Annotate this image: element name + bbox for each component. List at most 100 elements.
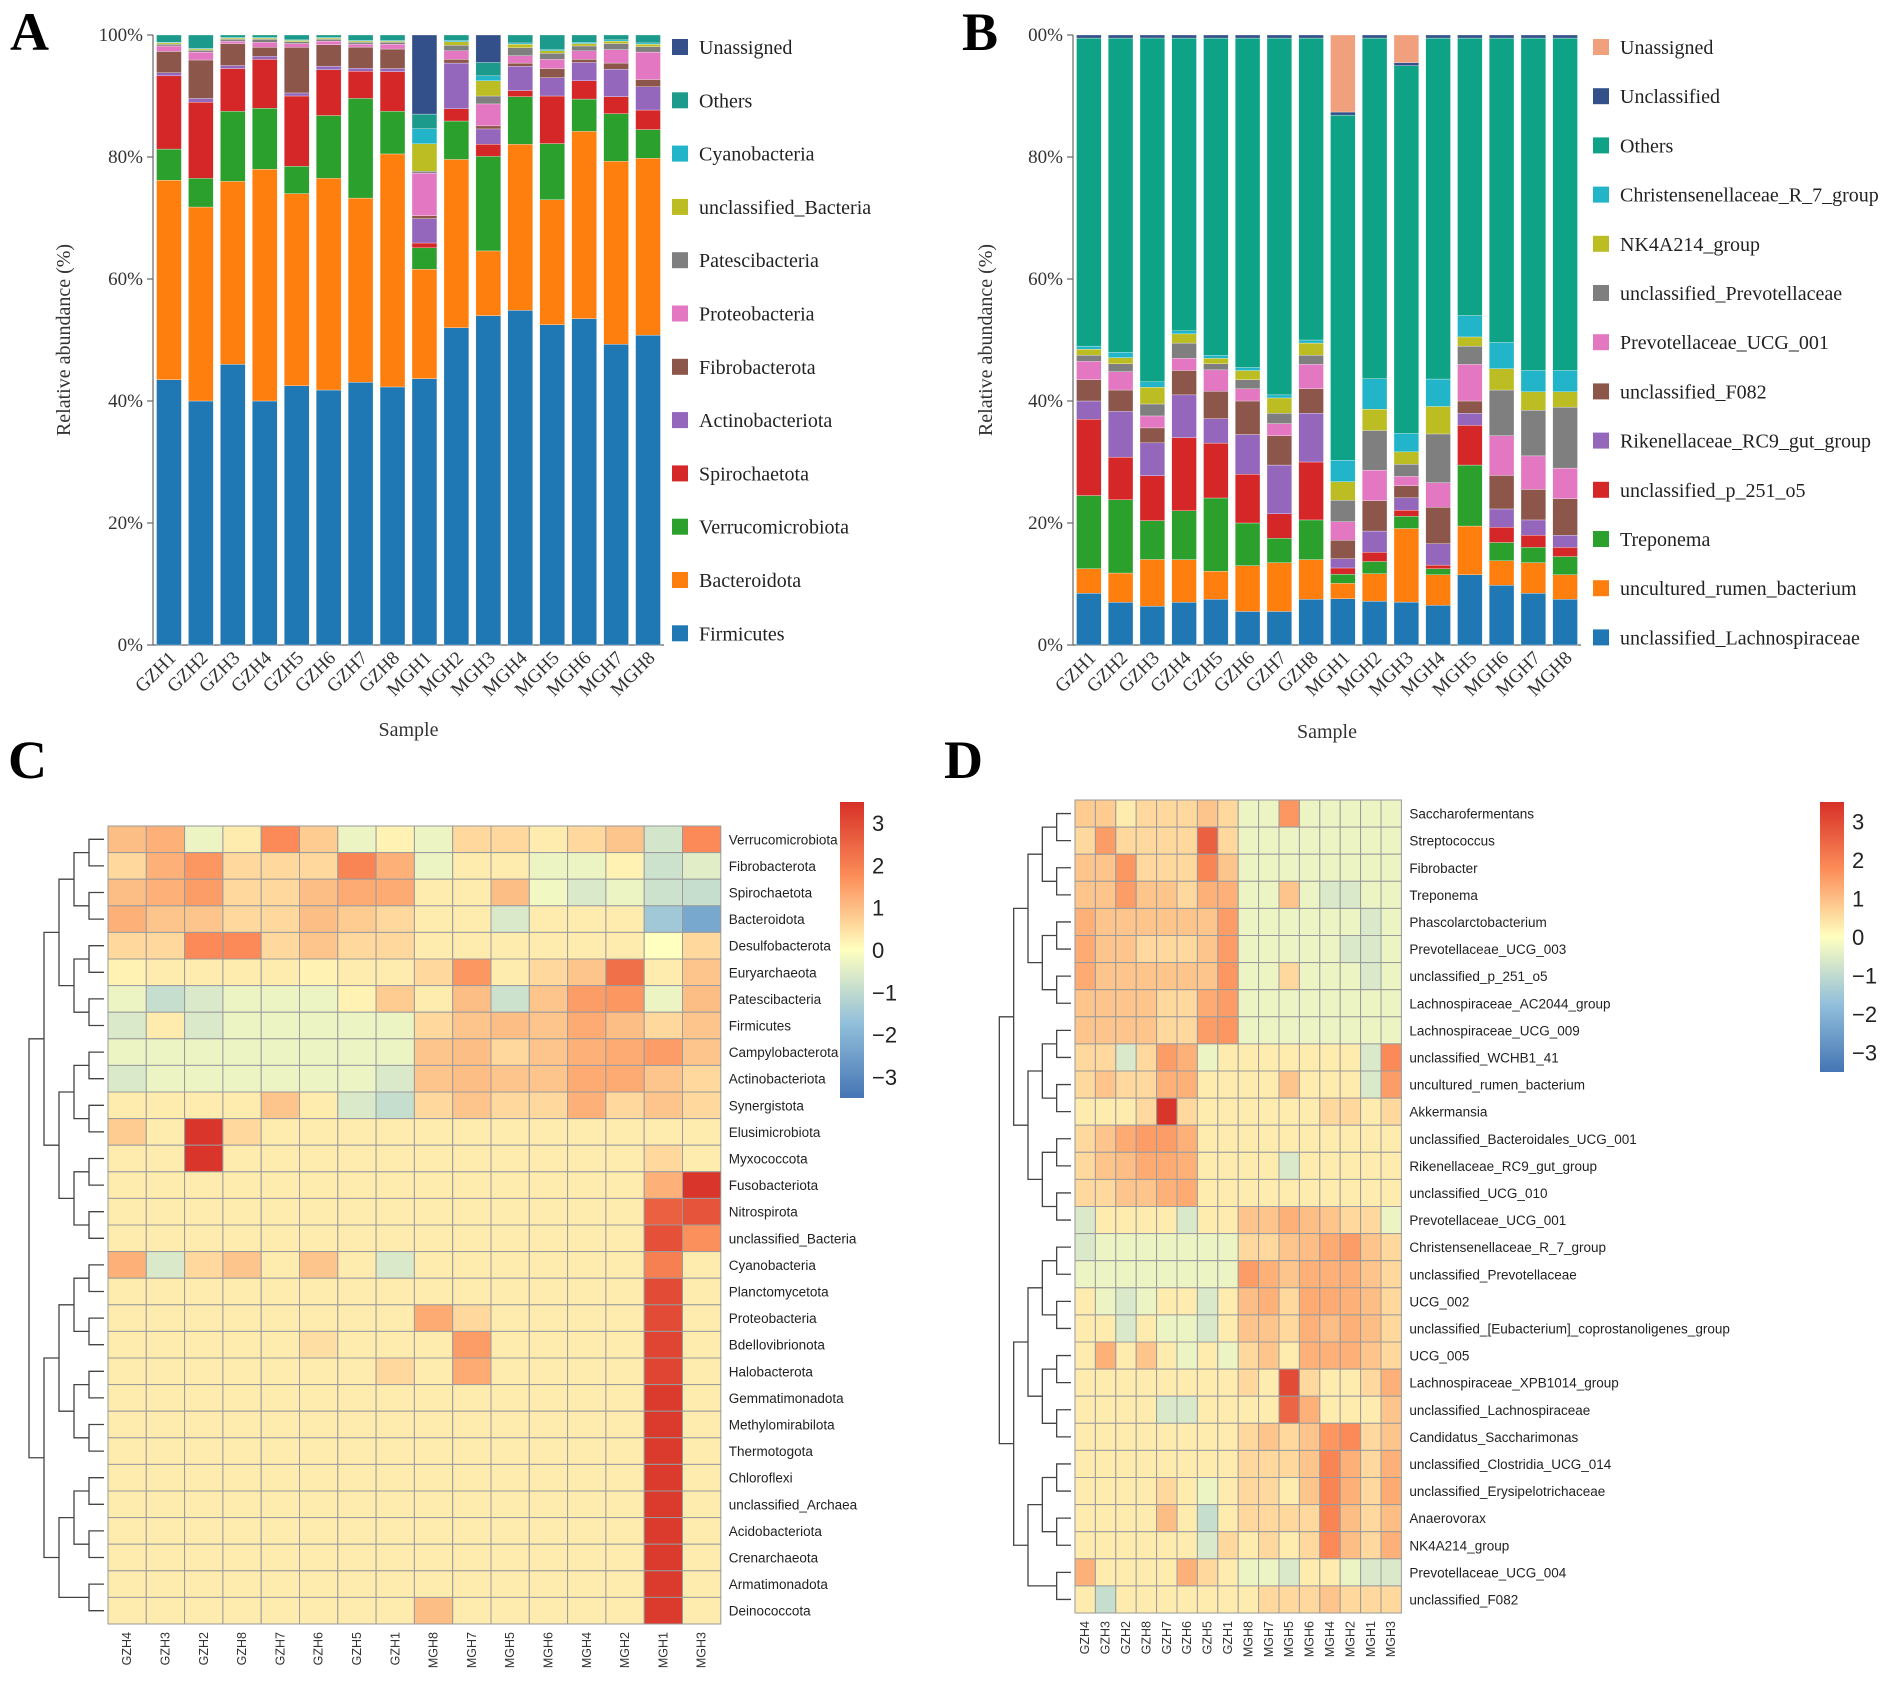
heat-cell-fusobacteriota-mgh4	[567, 1171, 607, 1199]
heat-cell-rikenellaceae-rc9-gut-group-mgh2	[1339, 1151, 1362, 1180]
bar-unclassified-prevotellaceae-mgh6	[1489, 389, 1515, 436]
heat-cell-unclassified-clostridia-ucg-014-gzh1	[1217, 1449, 1239, 1479]
heat-cell-nitrospirota-mgh2	[605, 1197, 645, 1226]
heat-cell-firmicutes-gzh2	[184, 1011, 224, 1040]
heat-cell-treponema-gzh3	[1094, 880, 1117, 909]
heat-cell-gemmatimonadota-gzh8	[222, 1384, 262, 1412]
heat-cell-uncultured-rumen-bacterium-mgh5	[1278, 1070, 1300, 1099]
heat-cell-firmicutes-gzh7	[260, 1011, 301, 1040]
heat-row-label: unclassified_Erysipelotrichaceae	[1409, 1484, 1605, 1499]
bar-christensenellaceae-r-7-group-mgh8	[1552, 370, 1578, 393]
bar-treponema-gzh5	[1203, 497, 1229, 572]
heat-row-label: Euryarchaeota	[729, 965, 817, 980]
heat-cell-phascolarctobacterium-mgh2	[1339, 907, 1362, 937]
heat-cell-lachnospiraceae-ucg-009-gzh2	[1115, 1016, 1137, 1045]
bar-unclassified-bacteria-mgh8	[635, 44, 661, 47]
dendrogram-branch	[1027, 1287, 1043, 1397]
heat-cell-campylobacterota-gzh2	[184, 1038, 224, 1066]
heat-cell-saccharofermentans-gzh5	[1196, 799, 1219, 828]
heat-cell-uncultured-rumen-bacterium-gzh5	[1196, 1070, 1219, 1099]
heat-cell-actinobacteriota-mgh6	[528, 1064, 569, 1093]
heat-cell-lachnospiraceae-ac2044-group-gzh2	[1115, 989, 1137, 1018]
heat-cell-thermotogota-gzh8	[222, 1437, 262, 1465]
heat-cell-unclassified-eubacterium-coprostanoligenes-group-gzh7	[1156, 1314, 1178, 1343]
heat-cell-unclassified-eubacterium-coprostanoligenes-group-gzh8	[1135, 1314, 1158, 1343]
heat-cell-bdellovibrionota-mgh5	[490, 1330, 530, 1359]
heat-cell-proteobacteria-gzh5	[337, 1304, 377, 1332]
heat-cell-synergistota-gzh8	[222, 1091, 262, 1120]
heat-cell-unclassified-f082-mgh6	[1298, 1585, 1321, 1614]
bar-rikenellaceae-rc9-gut-group-gzh2	[1108, 411, 1134, 458]
heat-cell-armatimonadota-gzh3	[145, 1570, 186, 1598]
bar-fibrobacterota-gzh3	[220, 43, 246, 66]
heat-cell-unclassified-f082-mgh5	[1278, 1585, 1300, 1614]
heat-cell-nitrospirota-gzh7	[260, 1197, 301, 1226]
heat-cell-unclassified-archaea-gzh1	[375, 1490, 415, 1519]
bar-treponema-mgh5	[1457, 464, 1483, 527]
heat-cell-firmicutes-mgh2	[605, 1011, 645, 1040]
heat-cell-crenarchaeota-gzh2	[184, 1543, 224, 1572]
heat-col-label: GZH6	[312, 1632, 326, 1665]
heat-cell-unclassified-prevotellaceae-mgh3	[1380, 1260, 1402, 1289]
heat-cell-desulfobacterota-gzh3	[145, 931, 186, 960]
bar-patescibacteria-gzh5	[284, 41, 310, 44]
heat-cell-unclassified-bacteria-mgh4	[567, 1224, 607, 1253]
heat-row-label: Candidatus_Saccharimonas	[1409, 1430, 1578, 1445]
bar-cyanobacteria-mgh1	[411, 128, 438, 145]
heat-cell-gemmatimonadota-gzh5	[337, 1384, 377, 1412]
dendrogram-branch	[58, 1304, 74, 1412]
legend-label-unclassified-prevotellaceae: unclassified_Prevotellaceae	[1620, 283, 1842, 305]
heat-cell-saccharofermentans-mgh4	[1319, 799, 1341, 828]
heat-cell-prevotellaceae-ucg-001-mgh7	[1258, 1206, 1280, 1235]
bar-prevotellaceae-ucg-001-gzh6	[1235, 388, 1261, 402]
heat-cell-unclassified-p-251-o5-mgh8	[1237, 962, 1260, 991]
heat-col-label: GZH3	[158, 1632, 172, 1665]
heat-row-label: Crenarchaeota	[729, 1551, 819, 1566]
heat-cell-unclassified-clostridia-ucg-014-mgh3	[1380, 1449, 1402, 1479]
heat-cell-streptococcus-gzh8	[1135, 826, 1158, 855]
heat-cell-fusobacteriota-mgh1	[643, 1171, 684, 1199]
heat-cell-desulfobacterota-gzh4	[107, 931, 147, 960]
bar-unclassified-mgh8	[1552, 34, 1578, 39]
bar-christensenellaceae-r-7-group-mgh1	[1330, 460, 1356, 482]
heat-cell-unclassified-lachnospiraceae-mgh5	[1278, 1395, 1300, 1424]
heat-cell-cyanobacteria-mgh8	[413, 1251, 454, 1279]
heat-row-label: Lachnospiraceae_UCG_009	[1409, 1023, 1579, 1038]
heat-cell-candidatus-saccharimonas-gzh8	[1135, 1422, 1158, 1451]
heat-cell-elusimicrobiota-gzh2	[184, 1118, 224, 1146]
colorbar-tick-label: 0	[1852, 925, 1864, 950]
heat-cell-synergistota-mgh4	[567, 1091, 607, 1120]
dendrogram-branch	[88, 1104, 104, 1133]
legend-label-treponema: Treponema	[1620, 529, 1710, 551]
heat-cell-crenarchaeota-mgh8	[413, 1543, 454, 1572]
heat-row-label: Gemmatimonadota	[729, 1391, 844, 1406]
heat-cell-lachnospiraceae-ucg-009-gzh4	[1074, 1016, 1096, 1045]
heat-cell-fusobacteriota-mgh5	[490, 1171, 530, 1199]
bar-unclassified-bacteria-gzh7	[347, 40, 374, 43]
heat-cell-candidatus-saccharimonas-mgh5	[1278, 1422, 1300, 1451]
heat-cell-fibrobacter-gzh4	[1074, 853, 1096, 882]
bar-treponema-mgh8	[1552, 556, 1578, 575]
dendrogram-branch	[1056, 1246, 1071, 1275]
heat-cell-unclassified-eubacterium-coprostanoligenes-group-mgh5	[1278, 1314, 1300, 1343]
heat-row-label: unclassified_p_251_o5	[1409, 969, 1547, 984]
bar-unclassified-mgh5	[1457, 34, 1483, 39]
bar-fibrobacterota-mgh7	[603, 62, 629, 70]
heat-cell-euryarchaeota-mgh3	[682, 958, 722, 987]
heat-cell-unclassified-erysipelotrichaceae-gzh3	[1094, 1477, 1117, 1506]
bar-rikenellaceae-rc9-gut-group-mgh5	[1457, 413, 1483, 426]
heat-cell-treponema-gzh5	[1196, 880, 1219, 909]
heat-row-label: Cyanobacteria	[729, 1258, 817, 1273]
legend-label-unclassified-lachnospiraceae: unclassified_Lachnospiraceae	[1620, 627, 1860, 649]
bar-proteobacteria-mgh2	[443, 50, 470, 60]
heat-cell-unclassified-ucg-010-gzh1	[1217, 1178, 1239, 1208]
heat-cell-desulfobacterota-mgh4	[567, 931, 607, 960]
bar-unclassified-gzh6	[1235, 34, 1261, 39]
heat-cell-ucg-002-gzh7	[1156, 1287, 1178, 1316]
heat-cell-lachnospiraceae-ucg-009-mgh7	[1258, 1016, 1280, 1045]
bar-actinobacteriota-gzh2	[188, 98, 214, 103]
heat-cell-unclassified-lachnospiraceae-gzh6	[1176, 1395, 1198, 1424]
heat-cell-fibrobacterota-mgh5	[490, 852, 530, 880]
heat-cell-rikenellaceae-rc9-gut-group-mgh8	[1237, 1151, 1260, 1180]
